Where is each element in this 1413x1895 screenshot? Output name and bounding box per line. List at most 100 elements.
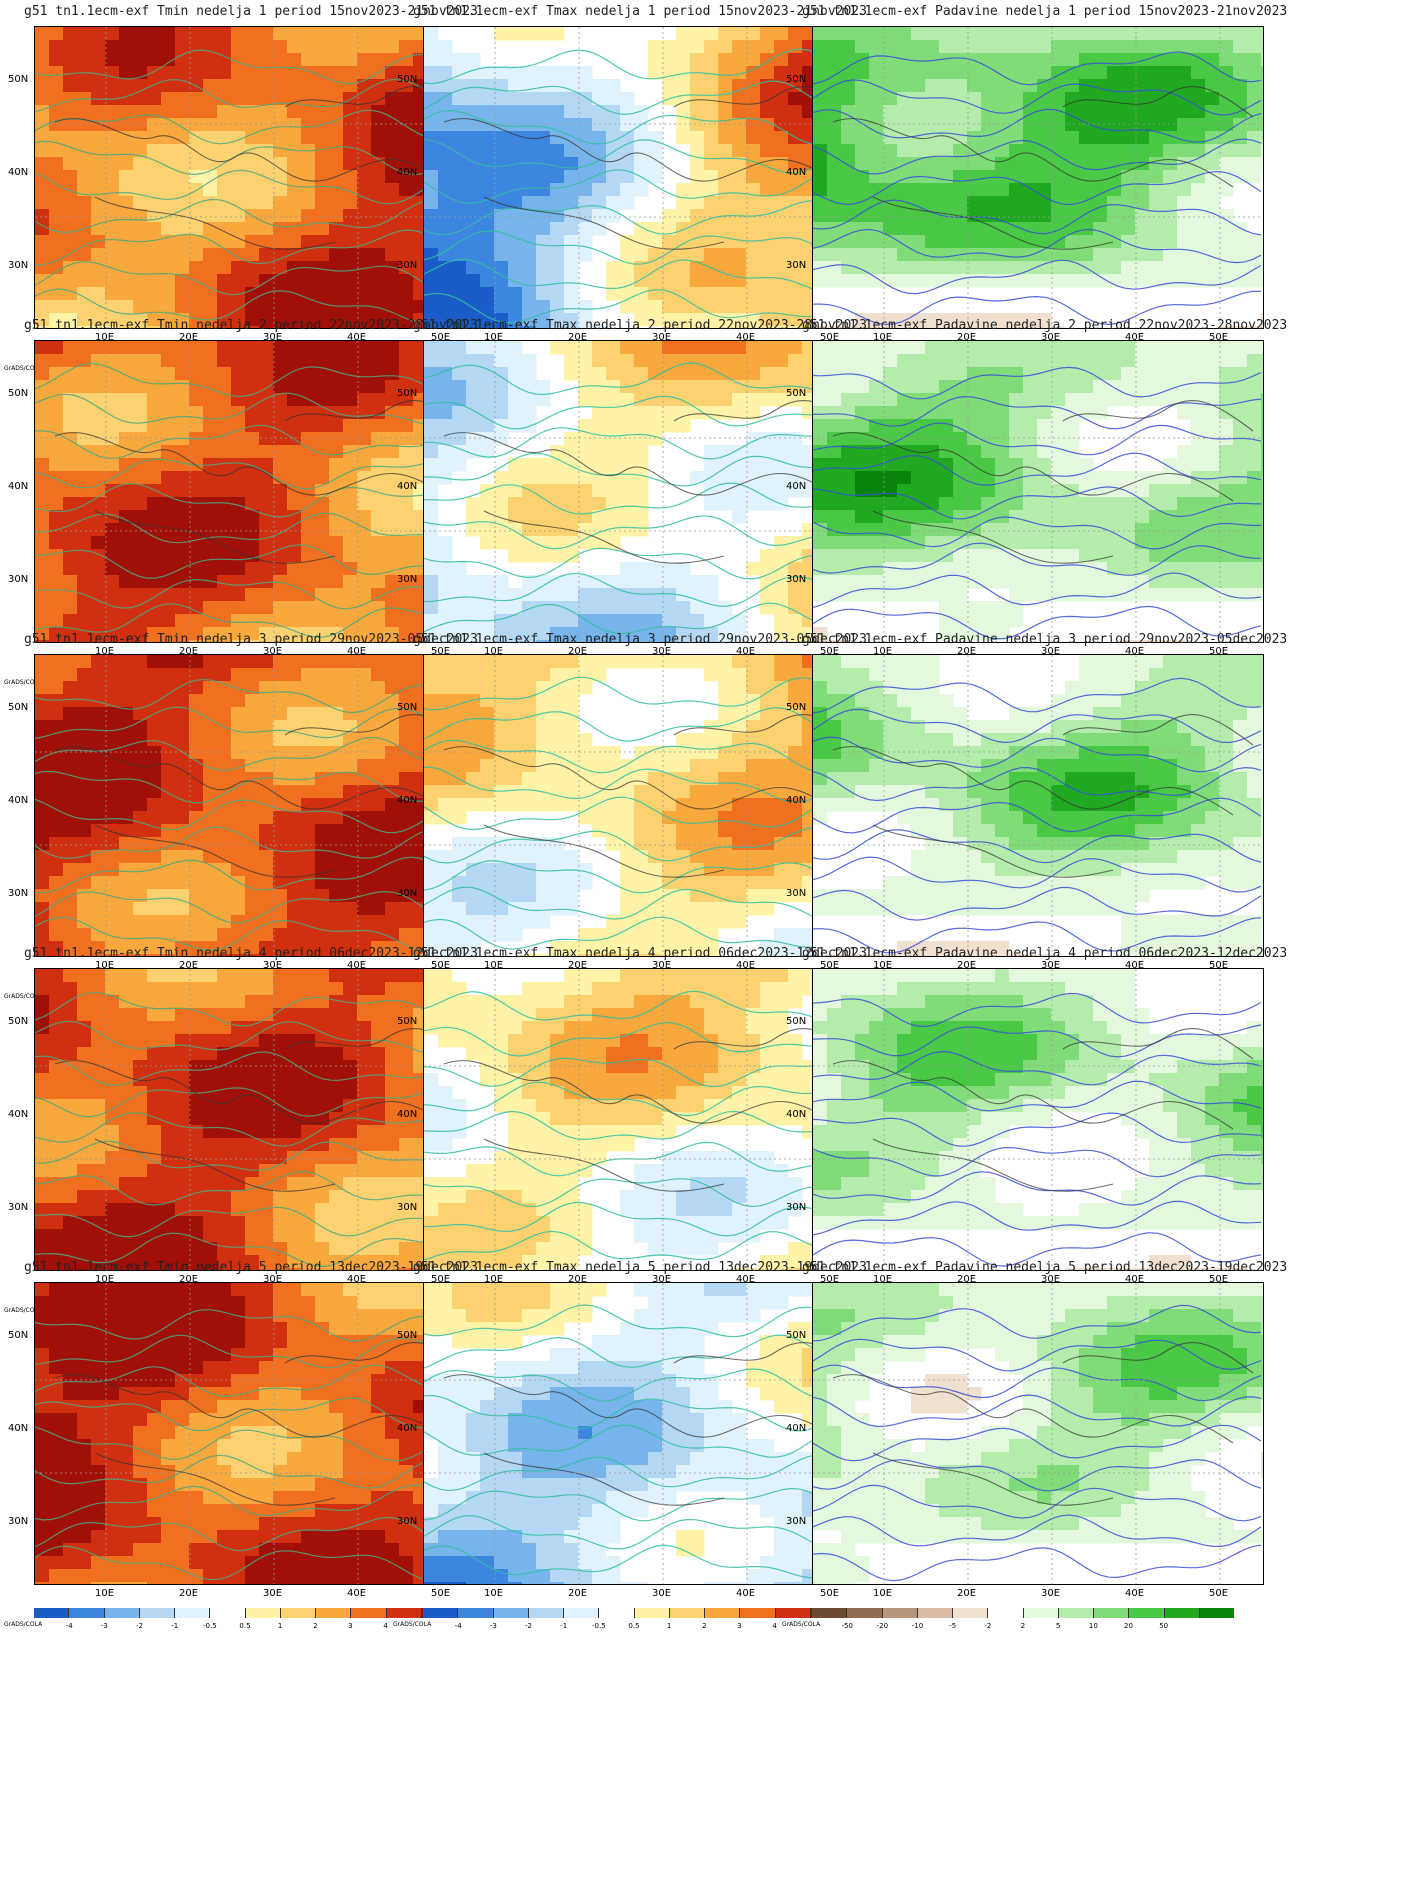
- lat-label: 50N: [397, 702, 418, 713]
- lat-label: 40N: [786, 481, 807, 492]
- lon-label: 30E: [652, 646, 672, 657]
- lon-label: 30E: [1041, 1274, 1061, 1285]
- lon-label: 30E: [1041, 960, 1061, 971]
- lon-label: 30E: [263, 1274, 283, 1285]
- map-area: [34, 26, 486, 329]
- lon-label: 20E: [957, 960, 977, 971]
- lon-label: 30E: [1041, 646, 1061, 657]
- lon-label: 40E: [1125, 1588, 1145, 1599]
- colorbar-tick: -3: [489, 1622, 497, 1630]
- lon-label: 30E: [652, 332, 672, 343]
- lat-label: 50N: [8, 1330, 29, 1341]
- lon-label: 10E: [484, 646, 504, 657]
- colorbar-swatch: [775, 1608, 811, 1618]
- colorbar-tick: -1: [560, 1622, 568, 1630]
- lon-label: 40E: [347, 1274, 367, 1285]
- colorbar-swatch: [351, 1608, 387, 1618]
- lat-label: 50N: [8, 1016, 29, 1027]
- colorbar-swatch: [1164, 1608, 1200, 1618]
- colorbar-swatch: [564, 1608, 600, 1618]
- lat-label: 40N: [786, 1423, 807, 1434]
- lat-label: 30N: [8, 888, 29, 899]
- lon-label: 30E: [1041, 332, 1061, 343]
- panel-title: g51 tn1.1ecm-exf Padavine nedelja 5 peri…: [802, 1260, 1288, 1275]
- colorbar-swatch: [104, 1608, 140, 1618]
- colorbar-swatch: [1094, 1608, 1130, 1618]
- lon-label: 20E: [568, 646, 588, 657]
- colorbar-swatch: [599, 1608, 635, 1618]
- lon-label: 50E: [431, 646, 451, 657]
- lat-label: 50N: [786, 1016, 807, 1027]
- colorbar-swatch: [988, 1608, 1024, 1618]
- lon-label: 10E: [95, 332, 115, 343]
- map-area: [812, 26, 1264, 329]
- grads-credit: GrADS/COLA: [4, 365, 43, 372]
- lat-label: 50N: [397, 1016, 418, 1027]
- colorbar-tick: -10: [911, 1622, 924, 1630]
- lat-label: 50N: [8, 702, 29, 713]
- colorbar-swatch: [953, 1608, 989, 1618]
- colorbar-tick: 2: [702, 1622, 707, 1630]
- colorbar-tick: -2: [525, 1622, 532, 1630]
- colorbar-tick: 5: [1055, 1622, 1061, 1630]
- lon-label: 40E: [347, 332, 367, 343]
- lat-label: 30N: [397, 574, 418, 585]
- colorbar-swatch: [139, 1608, 175, 1618]
- lon-label: 10E: [95, 1588, 115, 1599]
- map-area: [812, 654, 1264, 957]
- colorbar: [812, 1608, 1234, 1618]
- lat-label: 30N: [8, 1202, 29, 1213]
- lat-label: 40N: [786, 167, 807, 178]
- lon-label: 30E: [263, 332, 283, 343]
- map-panel-5: g51 tn1.1ecm-exf Tmax nedelja 2 period 2…: [393, 318, 875, 698]
- lat-label: 40N: [8, 1109, 29, 1120]
- lon-label: 10E: [95, 960, 115, 971]
- colorbar-tick: -1: [171, 1622, 179, 1630]
- lon-label: 20E: [568, 1588, 588, 1599]
- panel-title: g51 tn1.1ecm-exf Tmax nedelja 3 period 2…: [413, 632, 867, 647]
- lon-label: 10E: [95, 1274, 115, 1285]
- lat-label: 30N: [786, 1202, 807, 1213]
- lon-label: 50E: [820, 332, 840, 343]
- lon-label: 50E: [1209, 1588, 1229, 1599]
- colorbar-tick: 3: [737, 1622, 742, 1630]
- lat-label: 40N: [397, 1423, 418, 1434]
- colorbar-tick: 2: [1020, 1622, 1026, 1630]
- lat-label: 50N: [786, 74, 807, 85]
- lon-label: 50E: [431, 332, 451, 343]
- colorbar-swatch: [669, 1608, 705, 1618]
- lat-label: 30N: [8, 574, 29, 585]
- lon-label: 50E: [1209, 960, 1229, 971]
- lon-label: 40E: [736, 1588, 756, 1599]
- map-area: [34, 968, 486, 1271]
- lon-label: 40E: [736, 1274, 756, 1285]
- panel-title: g51 tn1.1ecm-exf Tmin nedelja 1 period 1…: [24, 4, 478, 19]
- colorbar-tick: -50: [841, 1622, 853, 1630]
- panel-title: g51 tn1.1ecm-exf Tmin nedelja 3 period 2…: [24, 632, 478, 647]
- map-area: [812, 968, 1264, 1271]
- colorbar-swatch: [34, 1608, 70, 1618]
- lon-label: 30E: [1041, 1588, 1061, 1599]
- panel-title: g51 tn1.1ecm-exf Padavine nedelja 1 peri…: [802, 4, 1288, 19]
- colorbar-tick: 50: [1159, 1622, 1169, 1630]
- colorbar-swatch: [175, 1608, 211, 1618]
- lon-label: 30E: [263, 960, 283, 971]
- grads-credit: GrADS/COLA: [4, 993, 43, 1000]
- lon-label: 10E: [484, 332, 504, 343]
- lon-label: 50E: [820, 960, 840, 971]
- lon-label: 40E: [736, 646, 756, 657]
- lat-label: 40N: [786, 795, 807, 806]
- colorbar-swatch: [316, 1608, 352, 1618]
- colorbar-swatch: [423, 1608, 459, 1618]
- lon-label: 10E: [873, 1274, 893, 1285]
- map-area: [34, 654, 486, 957]
- colorbar-swatch: [1058, 1608, 1094, 1618]
- panel-title: g51 tn1.1ecm-exf Tmax nedelja 5 period 1…: [413, 1260, 867, 1275]
- lat-label: 40N: [397, 795, 418, 806]
- lon-label: 30E: [652, 1274, 672, 1285]
- lon-label: 20E: [957, 1588, 977, 1599]
- lat-label: 40N: [397, 1109, 418, 1120]
- grads-credit: GrADS/COLA: [4, 1307, 43, 1314]
- lat-label: 40N: [397, 167, 418, 178]
- lon-label: 30E: [263, 646, 283, 657]
